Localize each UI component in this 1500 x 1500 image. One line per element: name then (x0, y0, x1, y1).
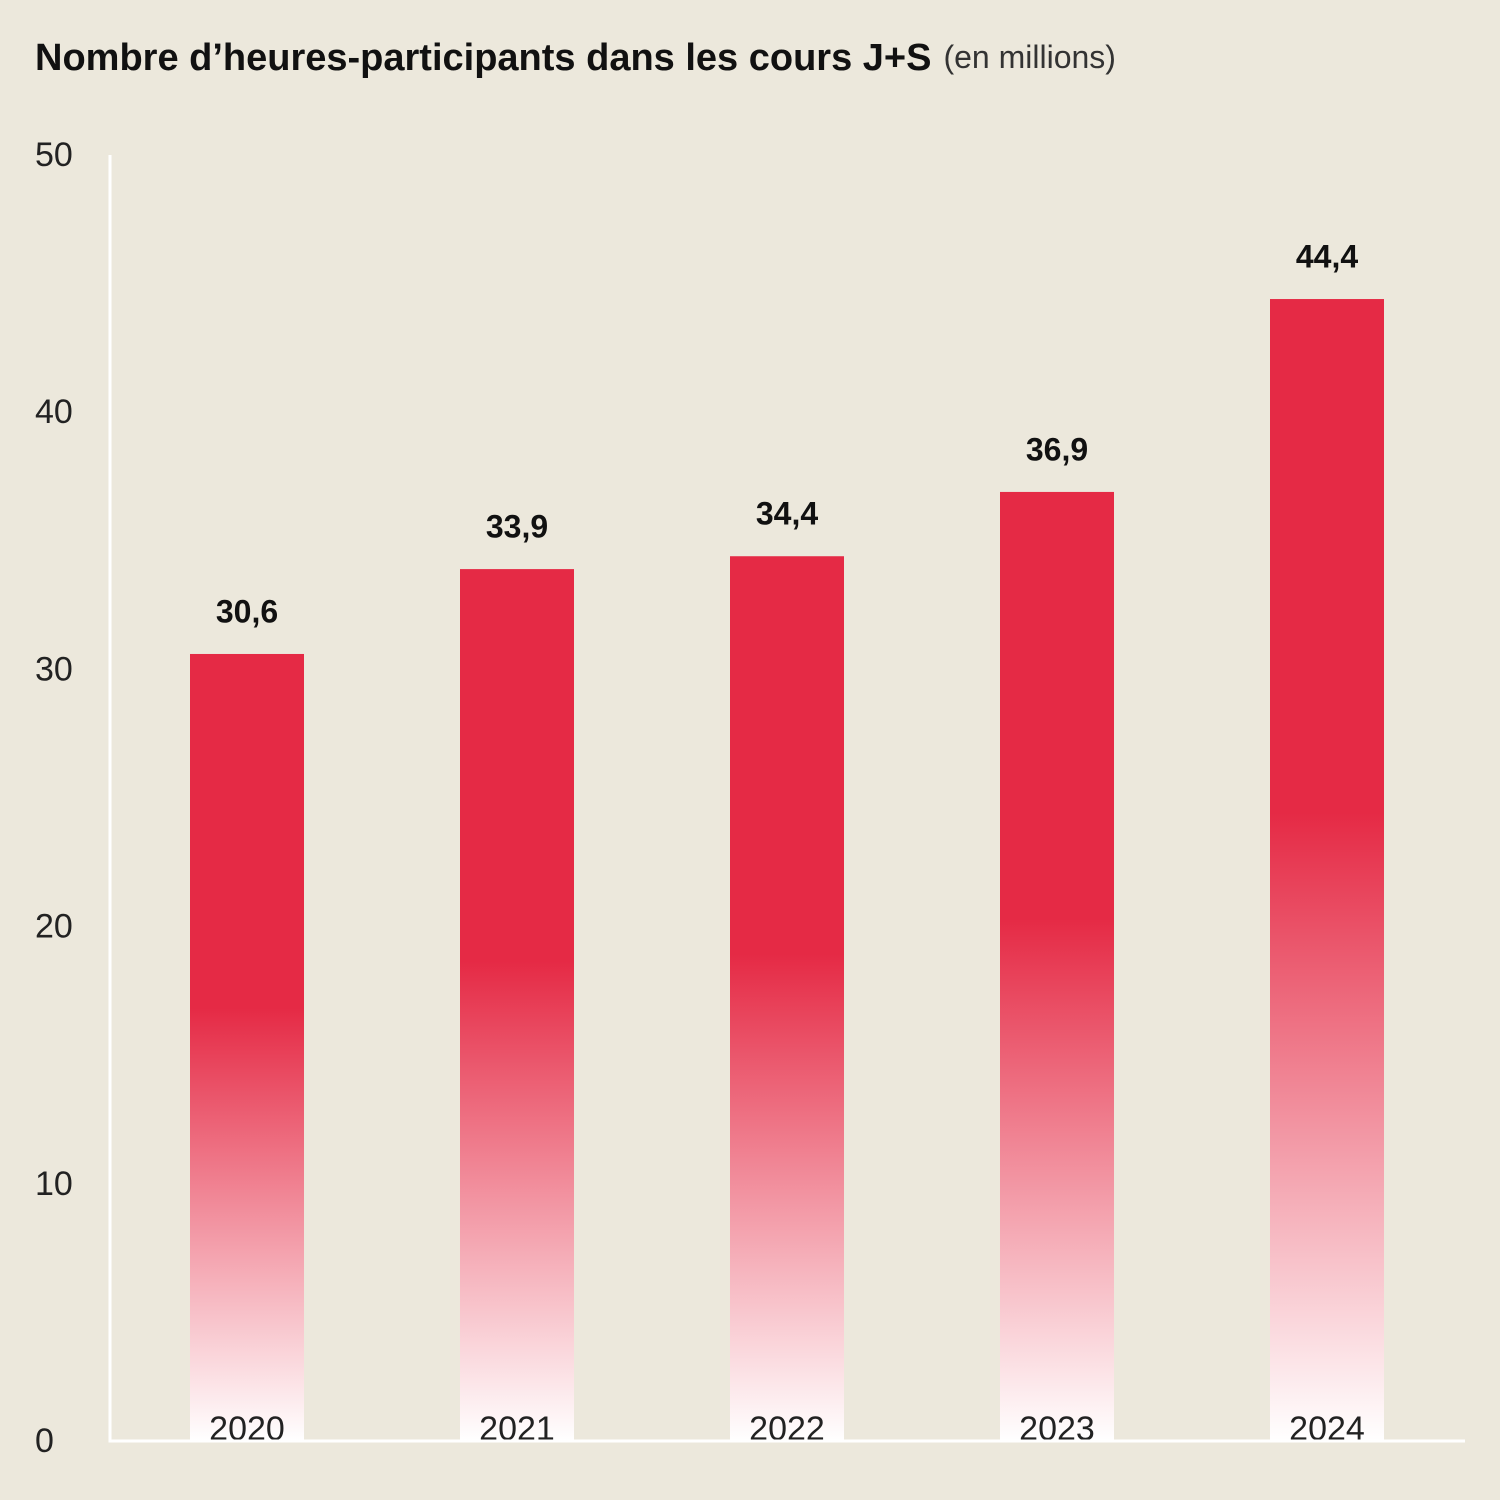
bar (460, 569, 574, 1441)
chart-title: Nombre d’heures-participants dans les co… (35, 37, 931, 79)
chart-title-group: Nombre d’heures-participants dans les co… (35, 37, 1116, 79)
value-label: 33,9 (486, 509, 548, 545)
y-tick-label: 20 (35, 908, 73, 946)
bar (1000, 491, 1114, 1441)
y-tick-label: 40 (35, 393, 73, 431)
chart-subtitle: (en millions) (943, 39, 1115, 75)
bar (190, 653, 304, 1441)
value-label: 34,4 (756, 496, 818, 532)
y-tick-label: 10 (35, 1165, 73, 1203)
value-label: 36,9 (1026, 431, 1088, 467)
y-tick-label: 0 (35, 1422, 54, 1460)
value-label: 30,6 (216, 593, 278, 629)
bar (730, 556, 844, 1441)
value-label: 44,4 (1296, 238, 1358, 274)
y-tick-label: 50 (35, 136, 73, 174)
y-tick-label: 30 (35, 650, 73, 688)
bar (1270, 299, 1384, 1442)
